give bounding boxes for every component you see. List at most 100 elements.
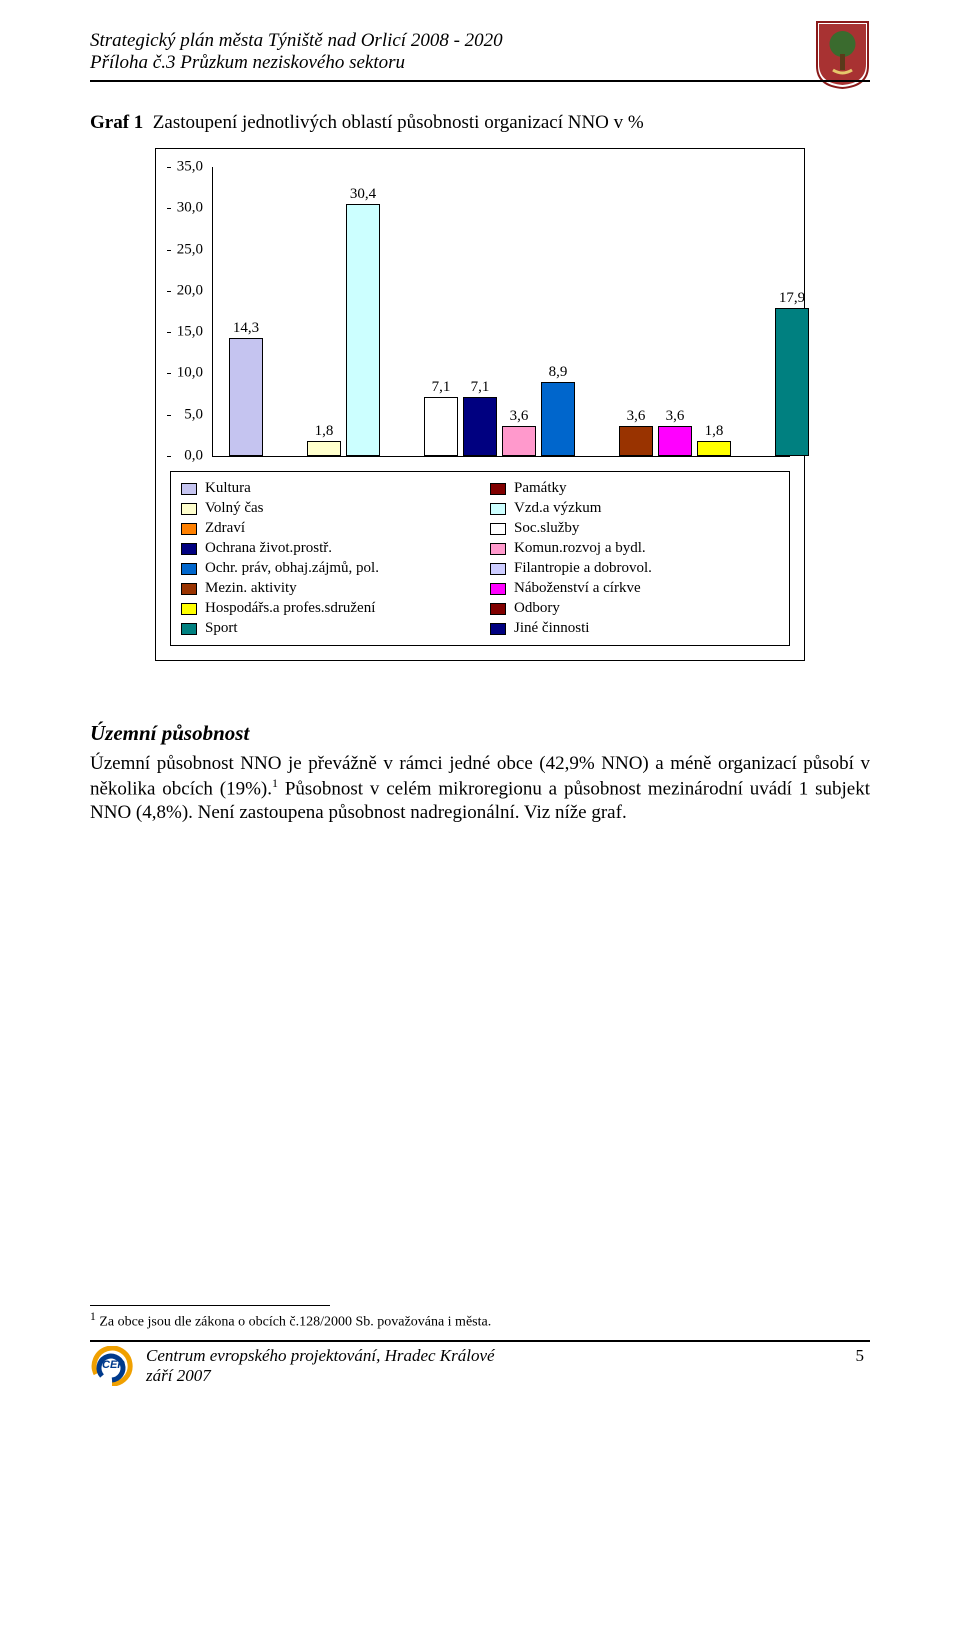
footnote-divider [90,1305,330,1306]
chart-bar-value: 30,4 [350,186,376,205]
chart-bar-value: 8,9 [549,364,568,383]
legend-swatch [181,563,197,575]
legend-swatch [181,483,197,495]
chart-bar-value: 14,3 [233,320,259,339]
legend-swatch [181,523,197,535]
chart-bar-value: 17,9 [779,290,805,309]
chart-legend-item: Mezin. aktivity [181,580,470,597]
cep-logo-icon: CEP [90,1346,136,1386]
chart-bar-value: 1,8 [705,423,724,442]
chart-legend-item: Hospodářs.a profes.sdružení [181,600,470,617]
chart-y-tick-label: 15,0 [177,324,203,341]
chart-bars: 14,31,830,47,17,13,68,93,63,61,817,9 [213,167,790,456]
legend-label: Jiné činnosti [514,620,589,637]
chart-legend-item: Jiné činnosti [490,620,779,637]
chart-legend-item: Sport [181,620,470,637]
chart-bar: 1,8 [697,441,731,456]
chart-legend-item: Ochr. práv, obhaj.zájmů, pol. [181,560,470,577]
legend-label: Náboženství a církve [514,580,641,597]
chart-bar: 30,4 [346,204,380,456]
chart-legend-item: Vzd.a výzkum [490,500,779,517]
legend-swatch [490,623,506,635]
footnote-marker: 1 [90,1310,96,1323]
chart-y-tick-label: 35,0 [177,159,203,176]
chart-y-tick-label: 20,0 [177,282,203,299]
chart-container: 0,0 5,0 10,0 15,0 20,0 25,0 30,0 35,0 14,3 1,8 30… [155,148,805,661]
legend-swatch [490,483,506,495]
chart-title-text: Zastoupení jednotlivých oblastí působnos… [153,112,644,133]
legend-label: Volný čas [205,500,263,517]
legend-label: Hospodářs.a profes.sdružení [205,600,375,617]
chart-bar: 14,3 [229,338,263,456]
section-title: Územní působnost [90,721,870,746]
chart-plot-area: 0,05,010,015,020,025,030,035,0 14,31,830… [212,167,790,457]
chart-bar: 3,6 [502,426,536,456]
legend-label: Zdraví [205,520,245,537]
chart-legend-item: Kultura [181,480,470,497]
chart-title: Graf 1 Zastoupení jednotlivých oblastí p… [90,112,870,134]
chart-bar: 7,1 [424,397,458,456]
page-footer: CEP Centrum evropského projektování, Hra… [90,1342,870,1386]
legend-swatch [490,583,506,595]
chart-legend-item: Komun.rozvoj a bydl. [490,540,779,557]
chart-bar-value: 1,8 [315,423,334,442]
chart-label: Graf 1 [90,112,143,133]
chart-y-tick-label: 0,0 [184,448,203,465]
footnote: 1 Za obce jsou dle zákona o obcích č.128… [90,1310,870,1331]
svg-text:CEP: CEP [102,1359,125,1371]
legend-label: Kultura [205,480,251,497]
chart-bar: 8,9 [541,382,575,456]
legend-swatch [490,523,506,535]
legend-label: Památky [514,480,567,497]
legend-swatch [490,503,506,515]
chart-legend-item: Ochrana život.prostř. [181,540,470,557]
legend-label: Ochr. práv, obhaj.zájmů, pol. [205,560,379,577]
page-number: 5 [856,1346,871,1366]
chart-legend-item: Soc.služby [490,520,779,537]
legend-label: Odbory [514,600,560,617]
chart-bar-value: 7,1 [432,379,451,398]
legend-label: Komun.rozvoj a bydl. [514,540,646,557]
legend-swatch [181,623,197,635]
legend-swatch [490,603,506,615]
legend-label: Sport [205,620,238,637]
legend-swatch [181,543,197,555]
footer-line1: Centrum evropského projektování, Hradec … [146,1346,856,1366]
chart-legend-item: Filantropie a dobrovol. [490,560,779,577]
header-title: Strategický plán města Týniště nad Orlic… [90,30,870,52]
legend-label: Vzd.a výzkum [514,500,601,517]
chart-legend-item: Odbory [490,600,779,617]
chart-y-tick-label: 30,0 [177,200,203,217]
legend-label: Filantropie a dobrovol. [514,560,652,577]
legend-swatch [490,563,506,575]
chart-legend-item: Náboženství a církve [490,580,779,597]
chart-bar: 1,8 [307,441,341,456]
chart-y-tick-label: 10,0 [177,365,203,382]
legend-swatch [181,603,197,615]
header-subtitle: Příloha č.3 Průzkum neziskového sektoru [90,52,870,74]
chart-y-tick-label: 5,0 [184,406,203,423]
chart-legend: Kultura Památky Volný čas Vzd.a výzkum Zdrav… [170,471,790,646]
header-divider [90,80,870,82]
chart-bar-value: 3,6 [627,408,646,427]
legend-label: Ochrana život.prostř. [205,540,332,557]
legend-swatch [490,543,506,555]
chart-bar: 7,1 [463,397,497,456]
legend-swatch [181,583,197,595]
chart-bar-value: 3,6 [510,408,529,427]
chart-bar-value: 7,1 [471,379,490,398]
chart-y-axis: 0,05,010,015,020,025,030,035,0 [171,167,207,456]
legend-label: Soc.služby [514,520,579,537]
footnote-text: Za obce jsou dle zákona o obcích č.128/2… [99,1314,491,1329]
page-header: Strategický plán města Týniště nad Orlic… [90,30,870,74]
chart-bar: 17,9 [775,308,809,456]
chart-legend-item: Památky [490,480,779,497]
chart-legend-item: Zdraví [181,520,470,537]
chart-bar: 3,6 [658,426,692,456]
chart-bar-value: 3,6 [666,408,685,427]
chart-y-tick-label: 25,0 [177,241,203,258]
chart-bar: 3,6 [619,426,653,456]
section-body: Územní působnost NNO je převážně v rámci… [90,752,870,825]
legend-swatch [181,503,197,515]
footer-line2: září 2007 [146,1366,856,1386]
